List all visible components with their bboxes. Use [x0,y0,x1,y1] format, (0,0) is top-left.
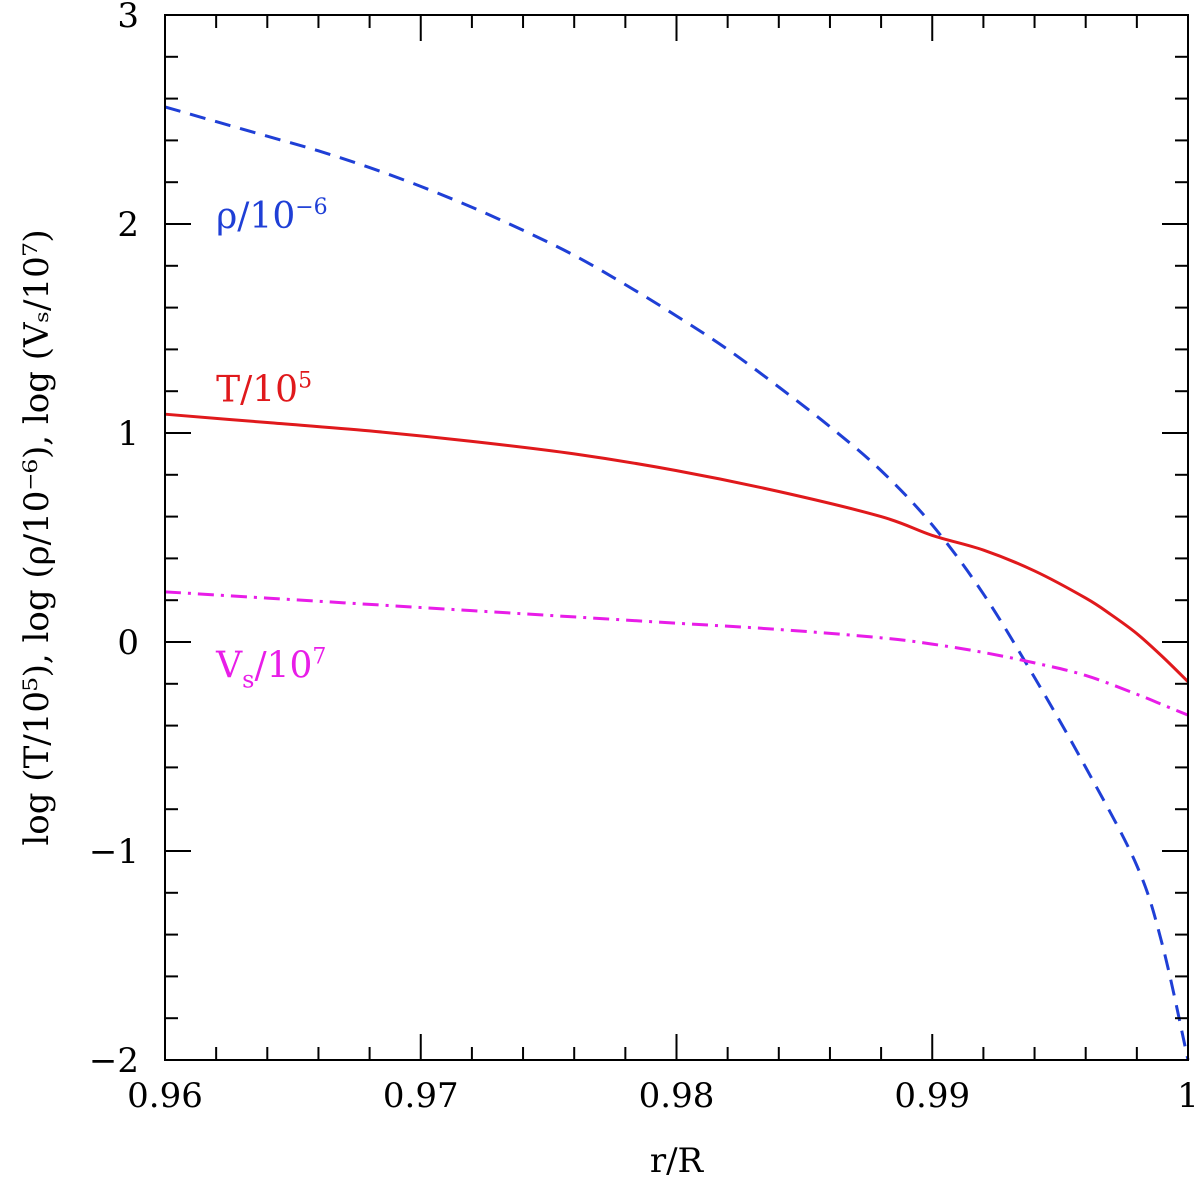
y-tick-label: 1 [117,414,139,454]
x-tick-label: 0.97 [383,1076,459,1116]
y-tick-label: 3 [117,0,139,36]
plot-marks [164,105,1190,1061]
y-tick-label: −1 [89,832,139,872]
series-line-2 [164,412,1190,683]
plot-frame [164,14,1189,1061]
x-axis-label: r/R [650,1141,705,1181]
y-tick-label: −2 [89,1041,139,1081]
series-label-2: T/105 [216,369,312,411]
x-tick-label: 0.99 [894,1076,970,1116]
series-line-1 [164,105,1190,1061]
y-tick-label: 0 [117,623,139,663]
x-tick-label: 0.96 [127,1076,203,1116]
y-axis-label: log (T/10⁵), log (ρ/10⁻⁶), log (Vₛ/10⁷) [17,229,57,845]
series-line-3 [164,590,1189,717]
y-tick-label: 2 [117,205,139,245]
series-labels: ρ/10−6 T/105 Vs/107 [215,195,328,693]
series-label-1: ρ/10−6 [216,195,328,237]
axis-ticks [164,14,1189,1061]
x-tick-label: 0.98 [639,1076,715,1116]
series-label-3: Vs/107 [215,645,326,694]
x-tick-label: 1 [1177,1076,1199,1116]
axis-tick-labels: 0.96 0.97 0.98 0.99 1 −2 −1 0 1 2 3 [89,0,1199,1116]
